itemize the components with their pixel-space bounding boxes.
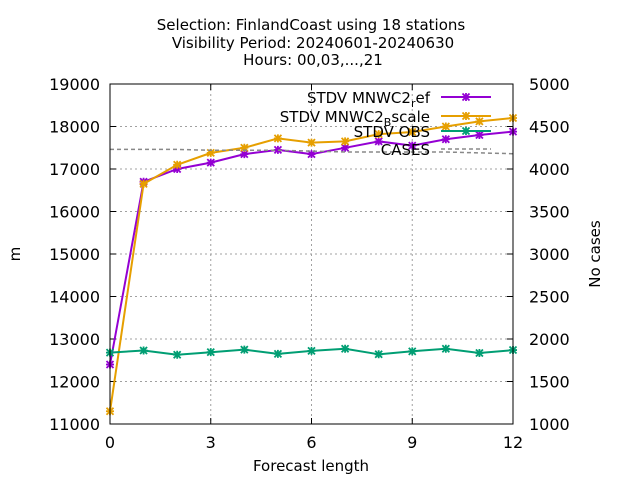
x-axis-title: Forecast length bbox=[253, 457, 369, 475]
y2-tick-label: 4500 bbox=[529, 118, 570, 137]
data-point bbox=[475, 117, 484, 126]
y-tick-label: 12000 bbox=[49, 373, 100, 392]
legend-label-main: STDV OBS bbox=[354, 123, 430, 141]
data-point bbox=[273, 145, 283, 155]
y-tick-label: 14000 bbox=[49, 288, 100, 307]
x-tick-label: 3 bbox=[206, 433, 216, 452]
y-tick-label: 15000 bbox=[49, 245, 100, 264]
data-point bbox=[408, 347, 417, 356]
data-point bbox=[441, 135, 450, 144]
chart-title-line-1: Selection: FinlandCoast using 18 station… bbox=[157, 16, 466, 34]
data-point bbox=[307, 149, 316, 159]
x-tick-label: 0 bbox=[105, 433, 115, 452]
y2-tick-label: 2000 bbox=[529, 330, 570, 349]
data-point bbox=[340, 143, 350, 152]
legend-label: STDV MNWC2ref bbox=[307, 89, 431, 110]
legend-label-sub: B bbox=[384, 116, 392, 129]
data-point bbox=[173, 160, 182, 169]
y-tick-label: 19000 bbox=[49, 75, 100, 94]
legend-label-main: STDV MNWC2 bbox=[280, 108, 384, 126]
legend-label-tail: ef bbox=[415, 89, 430, 107]
y2-tick-label: 1000 bbox=[529, 415, 570, 434]
legend-label: STDV MNWC2Bscale bbox=[280, 108, 430, 129]
data-point bbox=[340, 137, 350, 146]
series-1 bbox=[105, 127, 518, 369]
data-point bbox=[206, 148, 215, 157]
x-tick-label: 9 bbox=[407, 433, 417, 452]
legend-label-sub: r bbox=[411, 97, 416, 110]
y2-tick-label: 1500 bbox=[529, 373, 570, 392]
y2-tick-label: 3000 bbox=[529, 245, 570, 264]
grid bbox=[110, 84, 513, 424]
y2-tick-label: 3500 bbox=[529, 203, 570, 222]
y-tick-label: 17000 bbox=[49, 160, 100, 179]
data-point bbox=[173, 164, 182, 174]
data-point bbox=[139, 179, 148, 189]
legend-marker bbox=[461, 111, 471, 121]
legend-marker bbox=[461, 126, 471, 136]
data-point bbox=[206, 348, 215, 357]
y2-tick-label: 2500 bbox=[529, 288, 570, 307]
data-point bbox=[441, 344, 450, 353]
data-point bbox=[374, 350, 383, 359]
data-point bbox=[273, 134, 283, 143]
y-axis-title: m bbox=[6, 247, 24, 262]
data-point bbox=[374, 137, 383, 146]
data-point bbox=[240, 345, 249, 354]
legend-label-main: CASES bbox=[381, 141, 430, 159]
legend-label-main: STDV MNWC2 bbox=[307, 89, 411, 107]
data-point bbox=[206, 158, 215, 167]
chart-title-line-2: Visibility Period: 20240601-20240630 bbox=[172, 34, 454, 52]
legend-label: CASES bbox=[381, 141, 430, 159]
y-tick-label: 18000 bbox=[49, 118, 100, 137]
y-tick-label: 16000 bbox=[49, 203, 100, 222]
data-point bbox=[340, 344, 350, 353]
plot-frame bbox=[109, 83, 514, 425]
data-point bbox=[408, 127, 417, 137]
data-point bbox=[374, 130, 383, 139]
data-point bbox=[475, 130, 484, 140]
data-point bbox=[240, 143, 249, 152]
x-tick-label: 6 bbox=[306, 433, 316, 452]
y-tick-label: 13000 bbox=[49, 330, 100, 349]
axis-ticks: 0 3 6 9 12 11000 12000 13000 14000 15000 16000 1700… bbox=[49, 75, 570, 452]
series-3 bbox=[105, 344, 518, 359]
x-tick-label: 12 bbox=[503, 433, 523, 452]
chart-title: Selection: FinlandCoast using 18 station… bbox=[157, 16, 466, 69]
data-point bbox=[307, 138, 316, 147]
data-point bbox=[408, 141, 417, 150]
legend-label-tail: scale bbox=[391, 108, 430, 126]
plot-series bbox=[105, 113, 518, 416]
legend-marker bbox=[461, 92, 471, 102]
data-point bbox=[441, 122, 450, 131]
data-point bbox=[307, 346, 316, 356]
data-point bbox=[173, 350, 182, 359]
data-point bbox=[273, 349, 283, 359]
data-point bbox=[475, 348, 484, 358]
y-tick-label: 11000 bbox=[49, 415, 100, 434]
data-point bbox=[139, 346, 148, 355]
y2-tick-label: 5000 bbox=[529, 75, 570, 94]
y2-axis-title: No cases bbox=[586, 220, 604, 288]
y2-tick-label: 4000 bbox=[529, 160, 570, 179]
legend-label: STDV OBS bbox=[354, 123, 430, 141]
data-point bbox=[240, 149, 249, 159]
chart-title-line-3: Hours: 00,03,...,21 bbox=[243, 51, 383, 69]
